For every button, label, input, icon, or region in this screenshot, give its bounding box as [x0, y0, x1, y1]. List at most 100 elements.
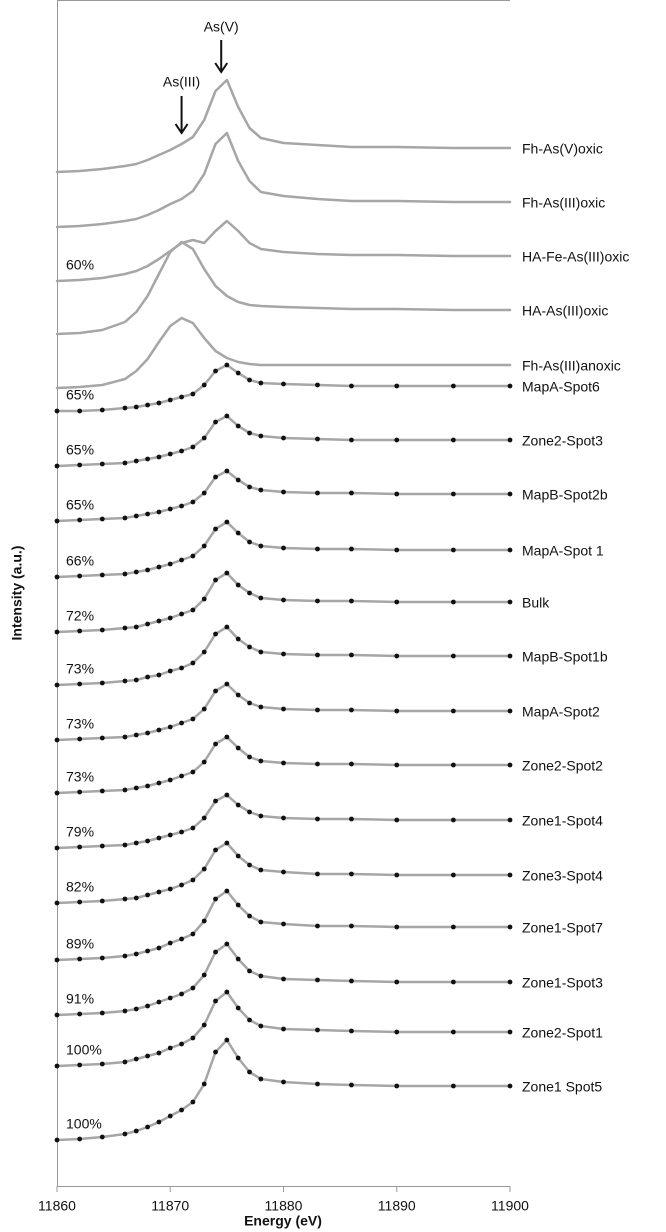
data-point: [247, 484, 252, 490]
data-point: [145, 674, 151, 680]
series-label: Fh-As(III)anoxic: [522, 358, 621, 374]
data-point: [450, 708, 456, 714]
data-point: [201, 918, 207, 924]
data-point: [122, 1008, 128, 1014]
data-point: [281, 489, 286, 495]
x-tick-label: 11890: [378, 1198, 416, 1214]
series-label: Zone1-Spot4: [522, 813, 603, 829]
data-point: [54, 518, 60, 524]
data-point: [190, 825, 196, 831]
data-point: [281, 1026, 286, 1032]
data-point: [156, 672, 162, 678]
data-point: [507, 547, 513, 553]
data-point: [235, 853, 241, 859]
data-point: [349, 761, 354, 767]
data-point: [133, 1056, 139, 1062]
data-point: [349, 652, 354, 658]
data-point: [281, 869, 286, 875]
data-point: [281, 760, 286, 766]
series-label: MapA-Spot2: [522, 704, 600, 720]
series-label: HA-As(III)oxic: [522, 303, 608, 319]
data-point: [281, 545, 286, 551]
data-point: [213, 474, 218, 480]
data-point: [258, 1023, 264, 1029]
data-point: [77, 462, 83, 468]
data-point: [450, 979, 456, 985]
data-point: [99, 898, 105, 904]
data-point: [394, 1029, 400, 1035]
data-point: [258, 487, 264, 493]
data-point: [247, 590, 252, 596]
data-point: [77, 1062, 83, 1068]
series-label: Zone1-Spot3: [522, 975, 603, 991]
data-point: [201, 815, 207, 821]
data-point: [235, 477, 241, 483]
data-point: [179, 991, 184, 997]
data-point: [258, 649, 264, 655]
data-point: [247, 754, 252, 760]
data-point: [349, 923, 354, 929]
data-point: [145, 567, 151, 573]
data-point: [190, 877, 196, 883]
data-point: [258, 867, 264, 873]
data-point: [167, 777, 173, 783]
data-point: [156, 400, 162, 406]
data-point: [54, 957, 60, 963]
data-point: [145, 456, 151, 462]
data-point: [179, 882, 184, 888]
data-point: [213, 847, 218, 853]
data-point: [179, 1107, 184, 1113]
data-point: [179, 448, 184, 454]
data-point: [167, 668, 173, 674]
data-point: [167, 724, 173, 730]
data-point: [507, 762, 513, 768]
data-point: [99, 407, 105, 413]
spectrum-line: [55, 889, 512, 962]
data-point: [179, 503, 184, 509]
data-point: [77, 844, 83, 850]
fit-percentage: 100%: [66, 1042, 102, 1058]
data-point: [258, 704, 264, 710]
data-point: [213, 896, 218, 902]
spectrum-line: [55, 78, 512, 174]
data-point: [201, 490, 207, 496]
data-point: [349, 546, 354, 552]
data-point: [507, 599, 513, 605]
data-point: [122, 405, 128, 411]
data-point: [133, 513, 139, 519]
series-label: Bulk: [522, 595, 550, 611]
data-point: [167, 995, 173, 1001]
data-point: [190, 607, 196, 613]
data-point: [315, 1027, 320, 1033]
data-point: [167, 1113, 173, 1119]
data-point: [224, 413, 230, 419]
data-point: [213, 688, 218, 694]
data-point: [450, 1083, 456, 1089]
spectrum-line: [55, 131, 512, 229]
data-point: [190, 769, 196, 775]
data-point: [235, 745, 241, 751]
data-point: [258, 758, 264, 764]
data-point: [201, 866, 207, 872]
series-label: Zone1-Spot7: [522, 920, 603, 936]
data-point: [213, 526, 218, 532]
data-point: [247, 377, 252, 383]
data-point: [247, 862, 252, 868]
spectrum-line: [55, 520, 512, 579]
data-point: [156, 564, 162, 570]
data-point: [167, 615, 173, 621]
data-point: [122, 460, 128, 466]
data-point: [190, 391, 196, 397]
data-point: [450, 924, 456, 930]
data-point: [190, 716, 196, 722]
data-point: [507, 872, 513, 878]
spectrum-line: [55, 990, 512, 1068]
spectrum-line: [55, 625, 512, 687]
x-axis-title: Energy (eV): [244, 1213, 322, 1229]
data-point: [213, 949, 218, 955]
data-point: [507, 1029, 513, 1035]
data-point: [349, 383, 354, 389]
data-point: [235, 636, 241, 642]
data-point: [54, 790, 60, 796]
data-point: [213, 998, 218, 1004]
